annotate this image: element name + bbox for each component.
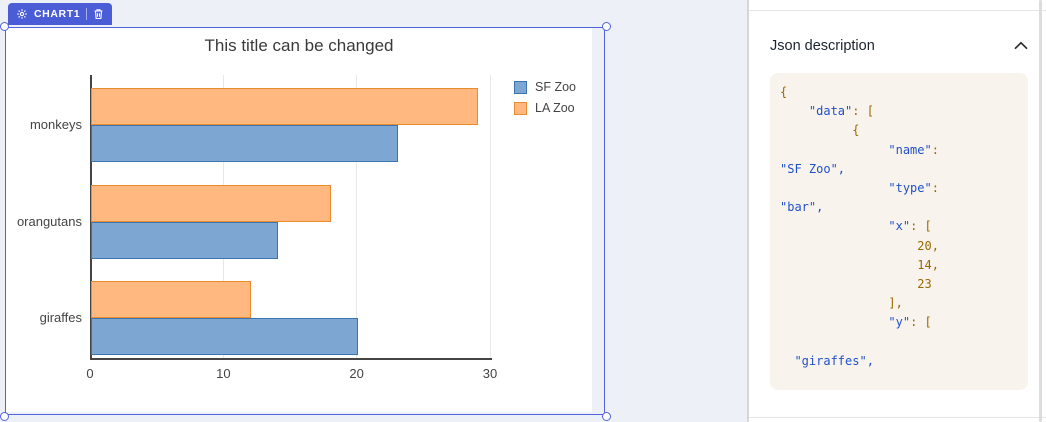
panel-bottom-divider — [749, 417, 1046, 418]
legend-label: LA Zoo — [535, 101, 575, 115]
legend: SF Zoo LA Zoo — [514, 80, 576, 115]
chart-widget-label: CHART1 — [34, 8, 81, 20]
x-axis-line — [90, 358, 492, 360]
resize-handle-bottom-right[interactable] — [602, 412, 611, 421]
editor-canvas[interactable]: CHART1 This title can be changed monkeys… — [0, 0, 747, 422]
vertical-scrollbar[interactable] — [1039, 0, 1042, 422]
x-tick-label-0: 0 — [86, 366, 94, 381]
y-tick-label-monkeys: monkeys — [29, 117, 82, 132]
plot-area: monkeys orangutans giraffes 0 10 20 30 — [17, 75, 497, 381]
legend-item-la-zoo[interactable]: LA Zoo — [514, 101, 576, 115]
gridline-x-20 — [356, 75, 358, 358]
bar-la-zoo-monkeys — [91, 88, 478, 125]
trash-icon[interactable] — [93, 8, 104, 20]
legend-item-sf-zoo[interactable]: SF Zoo — [514, 80, 576, 94]
chart-selection-frame[interactable]: This title can be changed monkeys orangut… — [0, 22, 611, 421]
legend-label: SF Zoo — [535, 80, 576, 94]
bar-sf-zoo-giraffes — [91, 318, 358, 355]
panel-top-divider — [749, 10, 1046, 11]
x-tick-label-20: 20 — [349, 366, 364, 381]
chart-widget-tag[interactable]: CHART1 — [8, 3, 113, 25]
y-tick-label-orangutans: orangutans — [16, 213, 82, 229]
legend-swatch — [514, 101, 527, 115]
x-tick-label-30: 30 — [482, 366, 498, 381]
bar-sf-zoo-orangutans — [91, 221, 278, 259]
x-tick-label-10: 10 — [216, 366, 231, 381]
gridline-x-30 — [489, 75, 491, 358]
properties-panel: Json description { "data": [ { "name": "… — [747, 0, 1046, 422]
json-description-section-header[interactable]: Json description — [770, 36, 1028, 56]
json-code-text: { "data": [ { "name": "SF Zoo", "type": … — [780, 85, 939, 368]
json-code-block[interactable]: { "data": [ { "name": "SF Zoo", "type": … — [770, 73, 1028, 390]
resize-handle-top-left[interactable] — [0, 22, 9, 31]
chevron-up-icon[interactable] — [1014, 37, 1028, 55]
legend-swatch — [514, 80, 527, 94]
json-description-title: Json description — [770, 38, 875, 54]
gear-icon[interactable] — [16, 8, 28, 20]
bar-la-zoo-giraffes — [91, 281, 251, 318]
chart-widget[interactable]: This title can be changed monkeys orangut… — [6, 28, 592, 412]
chart-title: This title can be changed — [204, 36, 394, 55]
resize-handle-bottom-left[interactable] — [0, 412, 9, 421]
tag-divider — [86, 8, 88, 20]
bar-la-zoo-orangutans — [91, 184, 331, 222]
bar-sf-zoo-monkeys — [91, 125, 398, 162]
y-tick-label-giraffes: giraffes — [39, 310, 82, 325]
resize-handle-top-right[interactable] — [602, 22, 611, 31]
